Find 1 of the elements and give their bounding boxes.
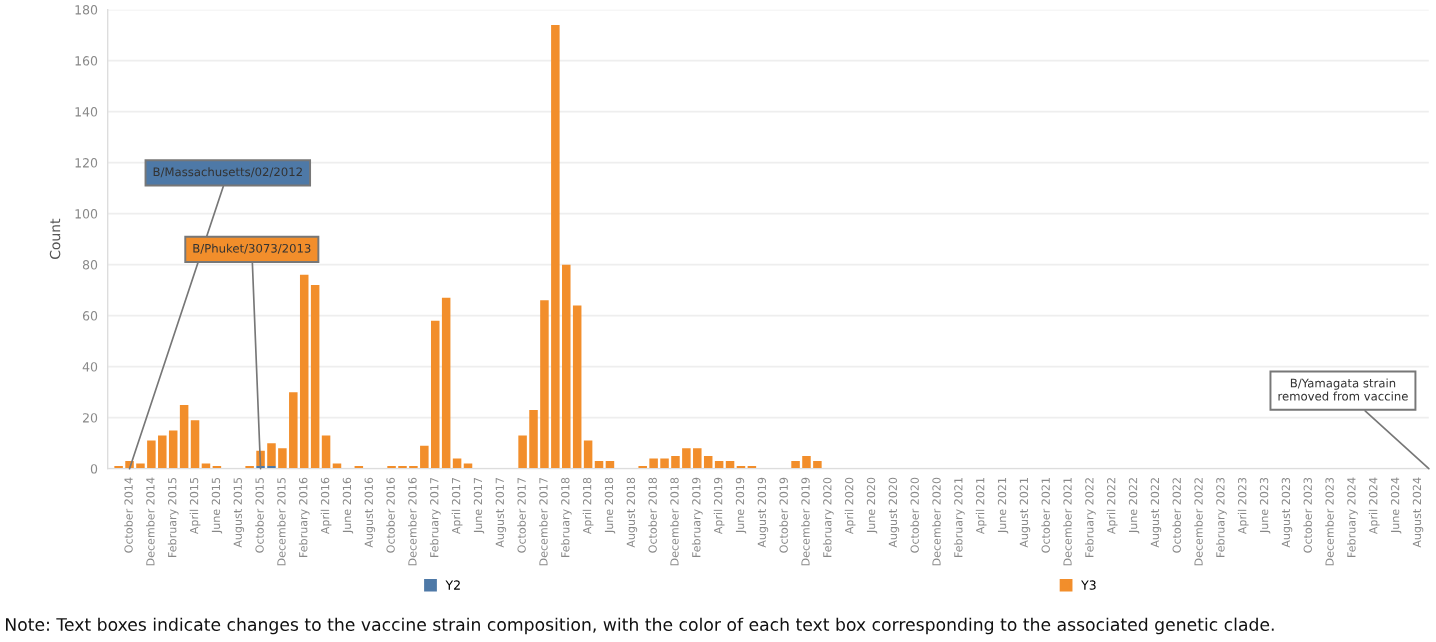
text: Note: Text boxes indicate changes to the vaccine strain composition, with the color of each text box corresponding to the associated genetic clade. bbox=[6, 617, 1274, 635]
